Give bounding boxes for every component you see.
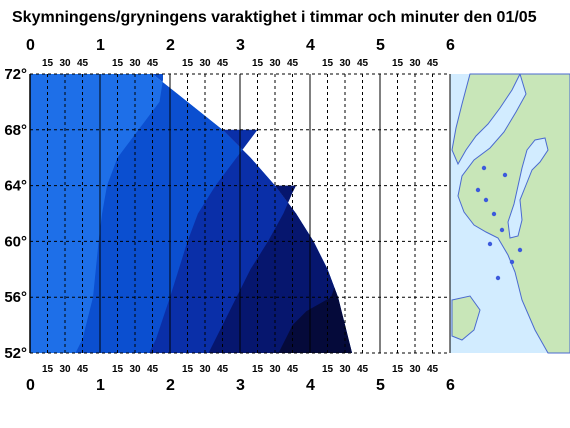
x-minute-label: 45 <box>147 364 159 375</box>
y-lat-label: 52° <box>4 345 27 362</box>
x-hour-label: 4 <box>306 377 315 394</box>
grid-lines <box>29 73 451 354</box>
map-lake <box>487 241 493 247</box>
x-minute-label: 30 <box>199 364 211 375</box>
x-minute-label: 15 <box>322 364 334 375</box>
scandinavia-map <box>449 73 570 354</box>
y-lat-label: 56° <box>4 289 27 306</box>
x-minute-label: 15 <box>392 58 404 69</box>
x-minute-label: 15 <box>42 58 54 69</box>
x-hour-label: 2 <box>166 37 175 54</box>
x-hour-label: 1 <box>96 377 105 394</box>
x-minute-label: 30 <box>199 58 211 69</box>
x-minute-label: 15 <box>182 364 194 375</box>
map-northern-norway <box>451 73 521 166</box>
x-minute-label: 45 <box>287 58 299 69</box>
y-lat-label: 68° <box>4 122 27 139</box>
chart-title: Skymningens/gryningens varaktighet i tim… <box>12 9 537 26</box>
x-minute-label: 15 <box>112 58 124 69</box>
x-minute-label: 30 <box>409 364 421 375</box>
x-minute-label: 45 <box>357 58 369 69</box>
y-axis-labels: 72° 68° 64° 60° 56° 52° <box>4 66 27 362</box>
x-minute-label: 45 <box>217 58 229 69</box>
x-minute-label: 30 <box>269 58 281 69</box>
map-lake <box>491 211 497 217</box>
x-hour-label: 0 <box>26 37 35 54</box>
twilight-region-4 <box>278 287 352 353</box>
x-hour-label: 5 <box>376 377 385 394</box>
x-hour-label: 6 <box>446 377 455 394</box>
x-minute-label: 30 <box>269 364 281 375</box>
y-lat-label: 72° <box>4 66 27 83</box>
x-hour-label: 3 <box>236 377 245 394</box>
x-minute-label: 30 <box>129 364 141 375</box>
x-minute-label: 45 <box>287 364 299 375</box>
x-minute-label: 15 <box>322 58 334 69</box>
twilight-regions <box>30 74 352 353</box>
x-hour-label: 4 <box>306 37 315 54</box>
x-minute-label: 30 <box>59 364 71 375</box>
map-lake <box>509 259 515 265</box>
x-minute-label: 30 <box>409 58 421 69</box>
map-lake <box>481 165 487 171</box>
x-minute-label: 15 <box>42 364 54 375</box>
x-minute-label: 30 <box>59 58 71 69</box>
x-minute-label: 45 <box>147 58 159 69</box>
x-minute-label: 15 <box>252 364 264 375</box>
x-minute-label: 45 <box>77 58 89 69</box>
x-minute-label: 45 <box>217 364 229 375</box>
map-lake <box>475 187 481 193</box>
map-lake <box>502 172 508 178</box>
x-minute-label: 45 <box>427 364 439 375</box>
x-minute-label: 30 <box>129 58 141 69</box>
map-lake <box>517 247 523 253</box>
y-lat-label: 60° <box>4 233 27 250</box>
map-lake <box>483 197 489 203</box>
map-denmark <box>451 295 481 341</box>
y-lat-label: 64° <box>4 178 27 195</box>
x-hour-label: 1 <box>96 37 105 54</box>
x-hour-label: 6 <box>446 37 455 54</box>
x-minute-label: 45 <box>427 58 439 69</box>
x-hour-label: 2 <box>166 377 175 394</box>
x-minute-label: 15 <box>112 364 124 375</box>
x-minute-label: 30 <box>339 58 351 69</box>
x-minute-label: 15 <box>252 58 264 69</box>
x-minute-label: 45 <box>357 364 369 375</box>
x-minute-label: 15 <box>182 58 194 69</box>
x-minute-label: 30 <box>339 364 351 375</box>
x-minute-label: 15 <box>392 364 404 375</box>
x-minute-label: 45 <box>77 364 89 375</box>
x-hour-label: 3 <box>236 37 245 54</box>
x-hour-label: 0 <box>26 377 35 394</box>
x-hour-label: 5 <box>376 37 385 54</box>
map-lake <box>499 227 505 233</box>
map-baltic-gulf <box>507 137 549 239</box>
map-lake <box>495 275 501 281</box>
